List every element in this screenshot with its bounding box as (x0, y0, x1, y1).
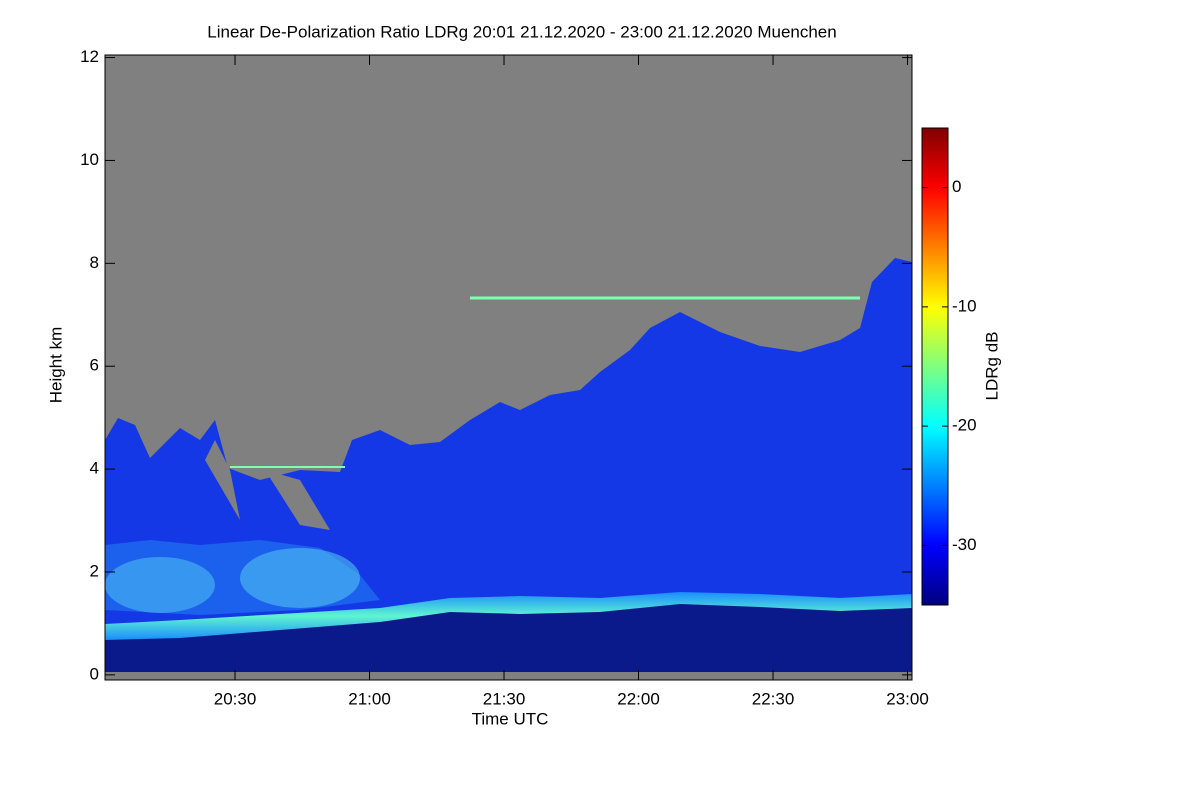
aerosol-patch (240, 548, 360, 608)
x-tick-label: 21:00 (348, 689, 391, 708)
plot-frame (104, 54, 913, 681)
y-tick-label: 8 (90, 253, 99, 272)
boundary-layer-band (105, 592, 912, 640)
cloud-gap (265, 470, 330, 530)
colorbar-label: LDRg dB (982, 332, 1001, 401)
colorbar-tick-label: -30 (952, 535, 977, 554)
colorbar (921, 127, 949, 606)
aerosol-patch (105, 557, 215, 613)
boundary-layer-base (105, 600, 912, 672)
y-axis-label: Height km (46, 327, 65, 404)
colorbar-tick-label: 0 (952, 177, 961, 196)
x-tick-label: 21:30 (483, 689, 526, 708)
x-tick-label: 23:00 (886, 689, 929, 708)
y-tick-label: 10 (80, 150, 99, 169)
colorbar-tick-label: -10 (952, 296, 977, 315)
y-tick-label: 12 (80, 47, 99, 66)
x-tick-label: 22:00 (617, 689, 660, 708)
y-tick-label: 0 (90, 664, 99, 683)
y-tick-label: 4 (90, 459, 99, 478)
x-axis-label: Time UTC (472, 709, 549, 728)
cloud-gap (205, 440, 240, 520)
y-tick-label: 2 (90, 561, 99, 580)
y-tick-label: 6 (90, 356, 99, 375)
x-tick-label: 20:30 (214, 689, 257, 708)
heatmap (105, 55, 912, 680)
x-tick-label: 22:30 (752, 689, 795, 708)
colorbar-tick-label: -20 (952, 416, 977, 435)
chart-title: Linear De-Polarization Ratio LDRg 20:01 … (207, 22, 836, 41)
